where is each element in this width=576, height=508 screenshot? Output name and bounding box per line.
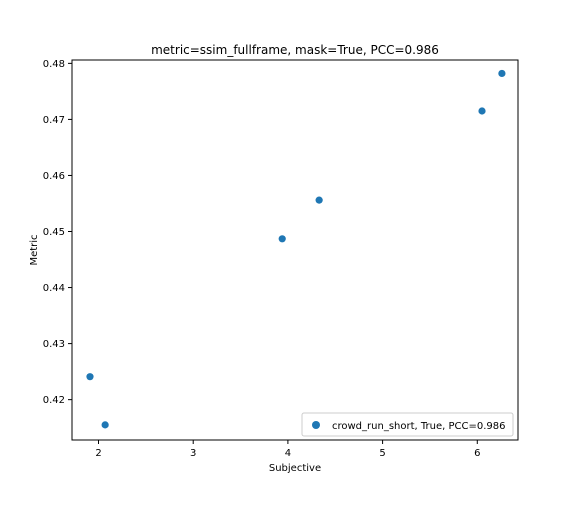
y-axis-ticks: 0.42 0.43 0.44 0.45 0.46 0.47 0.48: [43, 59, 72, 406]
data-point: [101, 421, 109, 429]
x-tick-label: 5: [379, 448, 385, 459]
data-point: [278, 235, 286, 243]
plot-frame: [71, 59, 519, 441]
x-tick-label: 4: [285, 448, 291, 459]
y-tick-label: 0.47: [43, 115, 65, 126]
y-tick-label: 0.48: [43, 59, 65, 70]
x-axis-ticks: 2 3 4 5 6: [95, 440, 480, 459]
chart-title: metric=ssim_fullframe, mask=True, PCC=0.…: [151, 43, 439, 57]
data-point: [498, 69, 506, 78]
data-point: [86, 373, 94, 381]
data-points: [86, 69, 506, 429]
y-tick-label: 0.42: [43, 395, 65, 406]
y-axis-label: Metric: [29, 234, 40, 265]
legend-label: crowd_run_short, True, PCC=0.986: [332, 421, 505, 432]
y-tick-label: 0.44: [43, 283, 65, 294]
y-tick-label: 0.45: [43, 227, 65, 238]
data-point: [478, 107, 486, 115]
legend-box: [301, 412, 514, 437]
x-tick-label: 2: [95, 448, 101, 459]
legend-marker: [312, 421, 320, 429]
x-tick-label: 6: [474, 448, 480, 459]
y-tick-label: 0.43: [43, 339, 65, 350]
legend: crowd_run_short, True, PCC=0.986: [301, 412, 514, 437]
x-axis-label: Subjective: [269, 463, 321, 474]
x-tick-label: 3: [190, 448, 196, 459]
y-tick-label: 0.46: [43, 171, 65, 182]
data-point: [315, 196, 323, 204]
